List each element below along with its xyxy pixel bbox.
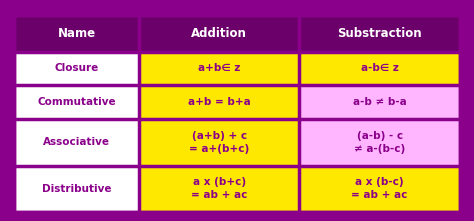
- FancyBboxPatch shape: [300, 85, 460, 119]
- Text: Distributive: Distributive: [42, 184, 111, 194]
- FancyBboxPatch shape: [139, 51, 300, 85]
- FancyBboxPatch shape: [139, 119, 300, 166]
- FancyBboxPatch shape: [14, 51, 139, 85]
- FancyBboxPatch shape: [139, 85, 300, 119]
- FancyBboxPatch shape: [300, 166, 460, 212]
- FancyBboxPatch shape: [139, 166, 300, 212]
- Text: Addition: Addition: [191, 27, 247, 40]
- Text: Commutative: Commutative: [37, 97, 116, 107]
- Text: a x (b-c)
= ab + ac: a x (b-c) = ab + ac: [351, 177, 408, 200]
- Text: a+b = b+a: a+b = b+a: [188, 97, 251, 107]
- Text: Name: Name: [57, 27, 96, 40]
- Text: a-b ≠ b-a: a-b ≠ b-a: [353, 97, 406, 107]
- FancyBboxPatch shape: [14, 119, 139, 166]
- Text: Associative: Associative: [43, 137, 110, 147]
- Text: (a-b) - c
≠ a-(b-c): (a-b) - c ≠ a-(b-c): [354, 131, 405, 154]
- FancyBboxPatch shape: [14, 166, 139, 212]
- Text: Closure: Closure: [55, 63, 99, 73]
- FancyBboxPatch shape: [14, 15, 139, 51]
- Text: (a+b) + c
= a+(b+c): (a+b) + c = a+(b+c): [189, 131, 249, 154]
- Text: a x (b+c)
= ab + ac: a x (b+c) = ab + ac: [191, 177, 247, 200]
- Text: a+b∈ z: a+b∈ z: [198, 63, 240, 73]
- FancyBboxPatch shape: [300, 15, 460, 51]
- FancyBboxPatch shape: [139, 15, 300, 51]
- FancyBboxPatch shape: [300, 119, 460, 166]
- Text: a-b∈ z: a-b∈ z: [361, 63, 399, 73]
- Text: Substraction: Substraction: [337, 27, 422, 40]
- FancyBboxPatch shape: [300, 51, 460, 85]
- FancyBboxPatch shape: [14, 85, 139, 119]
